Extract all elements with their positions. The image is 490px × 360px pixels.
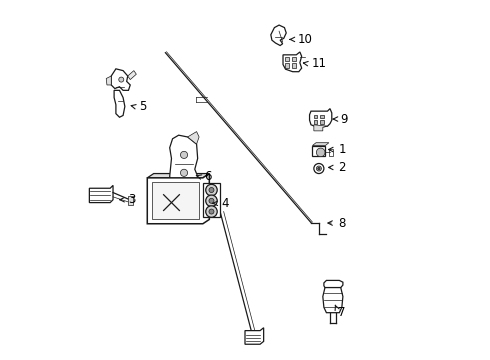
Text: 8: 8 (338, 216, 345, 230)
Polygon shape (106, 76, 111, 85)
Text: 11: 11 (311, 57, 326, 70)
Circle shape (206, 206, 217, 217)
Bar (320, 115, 324, 118)
Circle shape (180, 151, 188, 158)
Circle shape (317, 166, 321, 171)
Circle shape (209, 209, 214, 214)
Text: 10: 10 (298, 33, 313, 46)
Bar (285, 63, 290, 68)
Text: 1: 1 (338, 143, 346, 156)
Text: 6: 6 (204, 170, 211, 183)
Bar (320, 121, 324, 124)
Bar (313, 145, 325, 156)
Circle shape (209, 188, 214, 193)
Text: 4: 4 (221, 197, 229, 210)
Text: 3: 3 (128, 193, 136, 206)
Polygon shape (271, 25, 286, 45)
Text: 7: 7 (338, 306, 346, 319)
Circle shape (317, 148, 325, 157)
Circle shape (206, 195, 217, 207)
Polygon shape (310, 109, 332, 127)
Bar (292, 57, 296, 61)
Polygon shape (114, 90, 125, 117)
Polygon shape (323, 288, 343, 313)
Circle shape (209, 198, 214, 203)
Polygon shape (170, 135, 197, 193)
Bar (203, 183, 220, 217)
Polygon shape (314, 125, 327, 131)
Polygon shape (283, 52, 302, 72)
Polygon shape (147, 174, 209, 224)
Polygon shape (147, 174, 209, 178)
Text: 2: 2 (338, 161, 346, 174)
Circle shape (206, 184, 217, 196)
Text: 9: 9 (341, 113, 348, 126)
Polygon shape (245, 328, 264, 344)
Bar (151, 182, 198, 220)
Polygon shape (111, 69, 130, 90)
Bar (314, 121, 318, 124)
Polygon shape (313, 143, 329, 145)
Circle shape (314, 163, 324, 174)
Circle shape (180, 169, 188, 176)
Bar (128, 196, 133, 205)
Circle shape (119, 77, 124, 82)
Bar (285, 57, 290, 61)
Polygon shape (89, 185, 113, 203)
Polygon shape (329, 149, 333, 156)
Text: 5: 5 (139, 100, 147, 113)
Polygon shape (128, 71, 136, 80)
Polygon shape (188, 132, 199, 144)
Circle shape (318, 167, 320, 170)
Polygon shape (324, 280, 343, 288)
Bar (314, 115, 318, 118)
Bar (292, 63, 296, 68)
